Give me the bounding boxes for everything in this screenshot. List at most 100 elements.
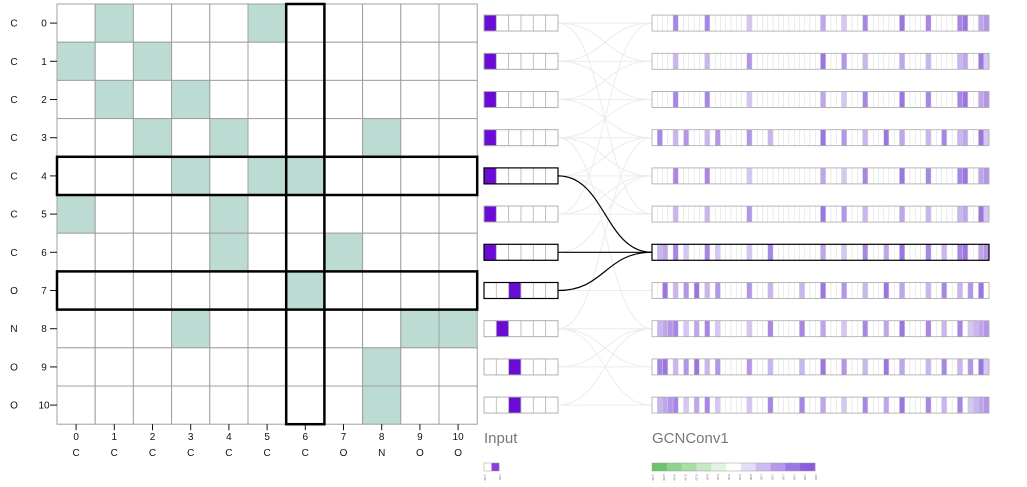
matrix-cell xyxy=(323,309,364,349)
feature-cell xyxy=(867,244,874,261)
feature-cell xyxy=(836,320,842,337)
feature-cell xyxy=(978,396,984,414)
scale-tick-label: 1.80 xyxy=(803,474,807,480)
feature-cell xyxy=(762,396,769,414)
feature-cell xyxy=(508,129,522,147)
feature-cell xyxy=(973,282,979,299)
feature-cell xyxy=(878,358,884,376)
feature-vector-outline xyxy=(483,358,559,376)
input-color-scale: -1.00 1.00 xyxy=(483,462,502,481)
col-index-label: 5 xyxy=(264,432,270,443)
feature-cell xyxy=(683,244,690,261)
matrix-cell xyxy=(247,79,287,120)
feature-cell xyxy=(662,320,668,337)
feature-cell xyxy=(720,320,726,337)
feature-cell xyxy=(495,205,510,223)
feature-cell xyxy=(678,396,684,414)
feature-cell xyxy=(820,14,826,32)
feature-cell xyxy=(883,396,890,414)
matrix-cell xyxy=(209,232,249,272)
feature-cell xyxy=(825,167,832,185)
matrix-cell xyxy=(362,309,402,349)
feature-cell xyxy=(936,205,942,223)
scale-tick-label: 1.00 xyxy=(498,474,502,480)
feature-cell xyxy=(983,320,990,337)
col-index-label: 9 xyxy=(417,432,423,443)
feature-cell xyxy=(783,205,790,223)
feature-cell xyxy=(672,167,679,185)
feature-cell xyxy=(714,396,721,414)
matrix-cell xyxy=(362,156,402,196)
feature-cell xyxy=(704,244,711,261)
feature-cell xyxy=(899,320,905,337)
feature-cell xyxy=(651,14,658,32)
feature-vector-outline xyxy=(651,14,990,32)
col-index-label: 8 xyxy=(379,432,385,443)
feature-cell xyxy=(772,396,779,414)
feature-cell xyxy=(862,205,869,223)
feature-cell xyxy=(899,53,905,70)
feature-cell xyxy=(751,14,758,32)
feature-cell xyxy=(783,358,790,376)
feature-cell xyxy=(651,129,658,146)
feature-cell xyxy=(672,91,679,108)
feature-cell xyxy=(683,53,690,70)
scale-swatch xyxy=(696,463,712,471)
matrix-cell xyxy=(132,79,173,120)
feature-cell xyxy=(804,282,811,299)
feature-cell xyxy=(751,129,758,146)
feature-cell xyxy=(678,320,684,337)
feature-cell xyxy=(878,129,884,146)
feature-cell xyxy=(778,205,784,223)
feature-cell xyxy=(651,396,658,414)
feature-cell xyxy=(704,167,711,185)
feature-cell xyxy=(520,129,534,147)
feature-cell xyxy=(793,396,800,414)
feature-cell xyxy=(657,167,663,185)
feature-cell xyxy=(757,53,763,70)
feature-cell xyxy=(836,396,842,414)
feature-cell xyxy=(788,91,795,108)
feature-cell xyxy=(925,167,932,185)
feature-cell xyxy=(878,14,884,32)
feature-cell xyxy=(736,205,742,223)
feature-cell xyxy=(783,14,790,32)
feature-cell xyxy=(751,320,758,337)
feature-cell xyxy=(909,205,916,223)
matrix-cell xyxy=(132,194,173,234)
node-feature-vector xyxy=(651,205,990,223)
feature-cell xyxy=(825,129,832,146)
feature-cell xyxy=(778,396,784,414)
feature-cell xyxy=(930,358,937,376)
col-atom-label: O xyxy=(454,448,462,459)
col-index-label: 2 xyxy=(150,432,156,443)
scale-tick-label: -0.60 xyxy=(673,474,677,481)
feature-cell xyxy=(820,358,826,376)
feature-cell xyxy=(651,53,658,70)
feature-cell xyxy=(730,129,737,146)
feature-cell xyxy=(846,320,853,337)
feature-cell xyxy=(946,205,953,223)
feature-cell xyxy=(909,167,916,185)
feature-cell xyxy=(783,167,790,185)
feature-cell xyxy=(520,358,534,376)
feature-cell xyxy=(904,91,911,108)
feature-cell xyxy=(978,129,984,146)
feature-cell xyxy=(545,14,559,32)
feature-cell xyxy=(888,396,895,414)
feature-cell xyxy=(825,14,832,32)
feature-cell xyxy=(741,167,747,185)
feature-cell xyxy=(788,320,795,337)
feature-cell xyxy=(915,167,921,185)
feature-cell xyxy=(946,358,953,376)
feature-cell xyxy=(788,205,795,223)
feature-cell xyxy=(508,52,522,70)
feature-cell xyxy=(532,167,547,185)
feature-cell xyxy=(720,282,726,299)
feature-cell xyxy=(957,205,963,223)
row-atom-label: C xyxy=(10,133,17,144)
feature-cell xyxy=(846,282,853,299)
feature-vector-outline xyxy=(483,205,559,223)
feature-cell xyxy=(672,53,679,70)
feature-cell xyxy=(809,91,816,108)
